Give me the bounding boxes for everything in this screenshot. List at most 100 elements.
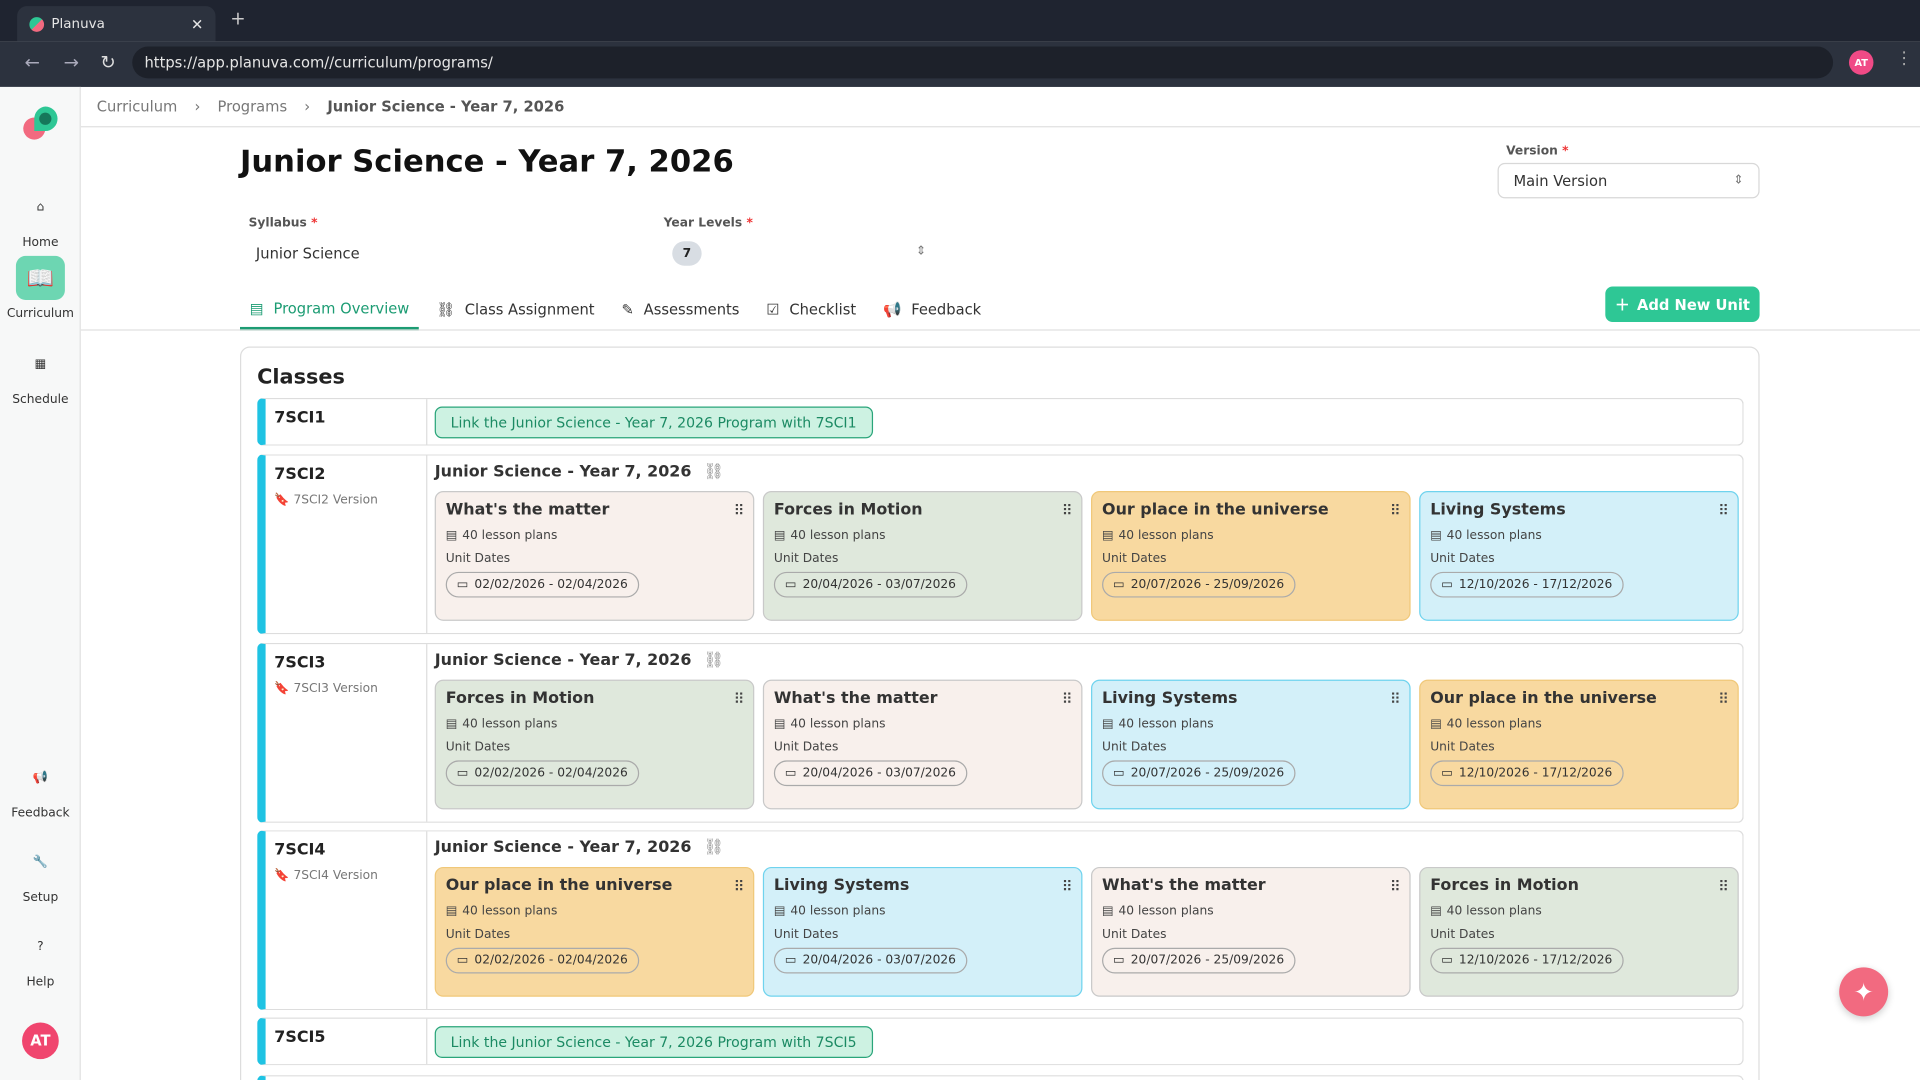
class-version-text: 7SCI2 Version — [293, 493, 378, 507]
unit-card[interactable]: Living Systems ⠿ ▤ 40 lesson plans Unit D… — [1091, 679, 1411, 810]
unit-dates-pill[interactable]: ▭ 20/07/2026 - 25/09/2026 — [1102, 947, 1296, 974]
breadcrumb-programs[interactable]: Programs — [217, 97, 288, 116]
new-tab-icon[interactable]: + — [230, 7, 246, 30]
unit-dates-pill[interactable]: ▭ 20/07/2026 - 25/09/2026 — [1102, 760, 1296, 787]
drag-handle-icon[interactable]: ⠿ — [1390, 877, 1401, 896]
year-levels-chevron-icon[interactable]: ⇕ — [915, 244, 927, 259]
unlink-icon[interactable]: ⛓ — [703, 462, 724, 482]
sidebar-item-label: Schedule — [12, 393, 69, 407]
sidebar-item-label: Feedback — [11, 806, 70, 821]
browser-tab[interactable]: Planuva ✕ — [17, 6, 216, 42]
unit-dates-pill[interactable]: ▭ 02/02/2026 - 02/04/2026 — [445, 947, 639, 974]
browser-menu-icon[interactable]: ⋮ — [1895, 48, 1913, 69]
unit-card[interactable]: Our place in the universe ⠿ ▤ 40 lesson p… — [1091, 491, 1411, 621]
unit-card[interactable]: Living Systems ⠿ ▤ 40 lesson plans Unit D… — [1419, 491, 1739, 621]
reload-icon[interactable]: ↻ — [100, 51, 116, 74]
drag-handle-icon[interactable]: ⠿ — [1390, 690, 1401, 708]
unit-dates-label: Unit Dates — [445, 740, 511, 755]
class-row — [257, 1075, 1744, 1080]
lesson-count: 40 lesson plans — [462, 717, 558, 732]
drag-handle-icon[interactable]: ⠿ — [1390, 502, 1401, 520]
drag-handle-icon[interactable]: ⠿ — [733, 502, 745, 520]
unit-card[interactable]: Living Systems ⠿ ▤ 40 lesson plans Unit D… — [762, 866, 1083, 997]
class-row-body: Link the Junior Science - Year 7, 2026 P… — [427, 399, 1742, 444]
tab-label: Checklist — [789, 301, 857, 319]
unit-title: Living Systems — [773, 876, 910, 896]
year-level-chip[interactable]: 7 — [672, 241, 702, 266]
sidebar-item-setup[interactable]: 🔧 Setup — [0, 840, 81, 905]
link-program-button[interactable]: Link the Junior Science - Year 7, 2026 P… — [434, 1026, 873, 1058]
sidebar-item-home[interactable]: ⌂ Home — [0, 185, 81, 250]
syllabus-label-text: Syllabus — [248, 216, 307, 231]
unit-dates-pill[interactable]: ▭ 20/04/2026 - 03/07/2026 — [773, 947, 967, 974]
close-tab-icon[interactable]: ✕ — [190, 15, 204, 33]
unit-dates-pill[interactable]: ▭ 12/10/2026 - 17/12/2026 — [1430, 760, 1624, 787]
lesson-count: 40 lesson plans — [1118, 717, 1214, 732]
forward-icon[interactable]: → — [63, 51, 80, 74]
unit-card[interactable]: Forces in Motion ⠿ ▤ 40 lesson plans Unit… — [434, 679, 755, 810]
unit-card[interactable]: Our place in the universe ⠿ ▤ 40 lesson p… — [1419, 679, 1739, 810]
help-icon: ? — [37, 939, 44, 954]
version-select[interactable]: Main Version ⇕ — [1497, 162, 1760, 199]
link-program-button[interactable]: Link the Junior Science - Year 7, 2026 P… — [434, 406, 873, 439]
back-icon[interactable]: ← — [24, 51, 40, 74]
unit-card[interactable]: What's the matter ⠿ ▤ 40 lesson plans Uni… — [1091, 866, 1411, 997]
unit-dates-pill[interactable]: ▭ 20/04/2026 - 03/07/2026 — [773, 760, 967, 787]
drag-handle-icon[interactable]: ⠿ — [1061, 877, 1073, 896]
unit-title: What's the matter — [1102, 876, 1266, 896]
drag-handle-icon[interactable]: ⠿ — [733, 877, 745, 896]
unit-card[interactable]: Our place in the universe ⠿ ▤ 40 lesson p… — [434, 866, 755, 997]
profile-avatar[interactable]: AT — [1848, 50, 1874, 75]
ai-assistant-sparkle-icon[interactable]: ✦ — [1839, 967, 1889, 1017]
unit-dates: 02/02/2026 - 02/04/2026 — [474, 953, 628, 968]
unit-dates: 20/04/2026 - 03/07/2026 — [802, 577, 956, 592]
class-version: 🔖 7SCI4 Version — [274, 869, 417, 882]
unlink-icon[interactable]: ⛓ — [703, 838, 724, 858]
drag-handle-icon[interactable]: ⠿ — [1718, 690, 1729, 708]
calendar-icon: ▭ — [456, 577, 469, 592]
unit-dates-pill[interactable]: ▭ 12/10/2026 - 17/12/2026 — [1430, 947, 1624, 974]
unit-dates-label: Unit Dates — [445, 928, 511, 942]
tab-checklist[interactable]: ☑ Checklist — [757, 289, 866, 331]
breadcrumb-curriculum[interactable]: Curriculum — [96, 97, 178, 116]
sidebar-item-feedback[interactable]: 📢 Feedback — [0, 756, 81, 821]
tab-feedback[interactable]: 📢 Feedback — [873, 289, 991, 331]
sidebar-item-curriculum[interactable]: 📖 Curriculum — [0, 255, 81, 321]
class-row-body: Junior Science - Year 7, 2026 ⛓ Forces in… — [427, 644, 1746, 822]
notebook-icon: ▤ — [773, 528, 786, 543]
unit-card[interactable]: What's the matter ⠿ ▤ 40 lesson plans Uni… — [434, 491, 755, 621]
sidebar-item-schedule[interactable]: ▦ Schedule — [0, 342, 81, 407]
syllabus-field[interactable]: Junior Science — [255, 244, 360, 263]
drag-handle-icon[interactable]: ⠿ — [1061, 690, 1073, 708]
url-input[interactable]: https://app.planuva.com//curriculum/prog… — [132, 46, 1834, 79]
sidebar-item-help[interactable]: ? Help — [0, 924, 81, 990]
required-marker: * — [1562, 144, 1569, 158]
unlink-icon[interactable]: ⛓ — [703, 651, 724, 670]
drag-handle-icon[interactable]: ⠿ — [1718, 502, 1729, 520]
unit-card[interactable]: What's the matter ⠿ ▤ 40 lesson plans Uni… — [762, 679, 1083, 810]
unit-dates-pill[interactable]: ▭ 20/07/2026 - 25/09/2026 — [1102, 571, 1296, 598]
unit-title: Forces in Motion — [773, 500, 923, 520]
add-new-unit-button[interactable]: ＋ Add New Unit — [1605, 286, 1760, 323]
unit-card[interactable]: Forces in Motion ⠿ ▤ 40 lesson plans Unit… — [762, 491, 1083, 621]
unit-card[interactable]: Forces in Motion ⠿ ▤ 40 lesson plans Unit… — [1419, 866, 1739, 997]
unit-dates-pill[interactable]: ▭ 02/02/2026 - 02/04/2026 — [445, 571, 639, 598]
calendar-icon: ▭ — [1113, 766, 1125, 781]
drag-handle-icon[interactable]: ⠿ — [1061, 502, 1073, 520]
unit-dates-pill[interactable]: ▭ 12/10/2026 - 17/12/2026 — [1430, 571, 1624, 598]
breadcrumb-current: Junior Science - Year 7, 2026 — [327, 97, 565, 116]
tab-program-overview[interactable]: ▤ Program Overview — [240, 289, 420, 331]
user-avatar[interactable]: AT — [22, 1022, 59, 1060]
unit-dates: 02/02/2026 - 02/04/2026 — [474, 766, 628, 781]
browser-tab-title: Planuva — [51, 15, 105, 32]
lesson-plans: ▤ 40 lesson plans — [1430, 529, 1728, 542]
tab-label: Feedback — [911, 301, 982, 319]
unit-title: Our place in the universe — [445, 876, 673, 896]
unit-title: What's the matter — [445, 500, 610, 520]
unit-dates-pill[interactable]: ▭ 02/02/2026 - 02/04/2026 — [445, 760, 639, 787]
drag-handle-icon[interactable]: ⠿ — [1718, 877, 1729, 896]
tab-class-assignment[interactable]: ⛓ Class Assignment — [426, 289, 604, 331]
drag-handle-icon[interactable]: ⠿ — [733, 690, 745, 708]
tab-assessments[interactable]: ✎ Assessments — [612, 289, 750, 331]
unit-dates-pill[interactable]: ▭ 20/04/2026 - 03/07/2026 — [773, 571, 967, 598]
